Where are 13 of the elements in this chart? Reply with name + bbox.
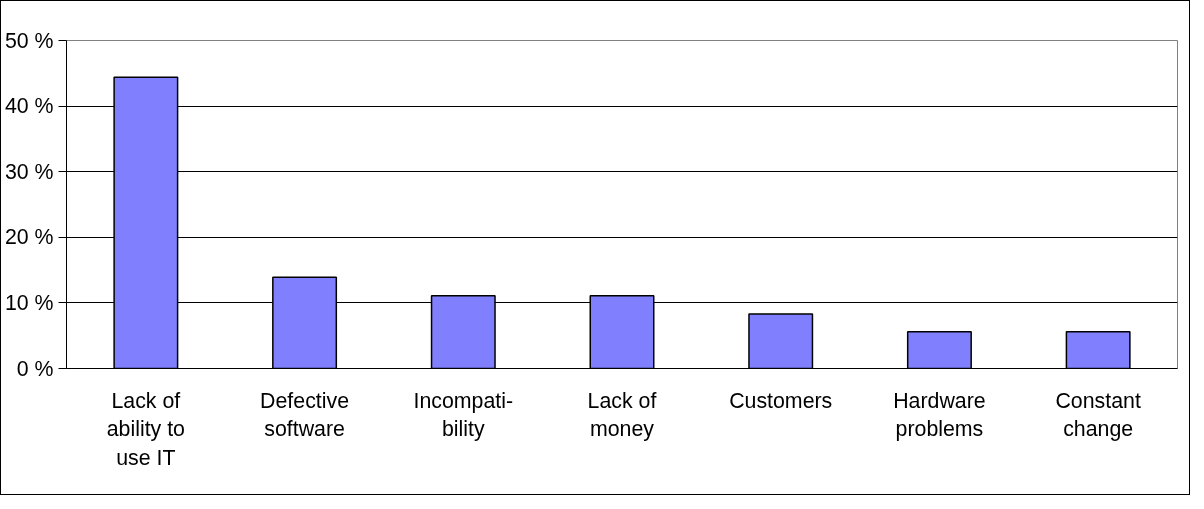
x-tick-label: Constant change	[1055, 388, 1141, 442]
x-tick-label: Defective software	[260, 388, 350, 442]
x-tick-label: Hardware problems	[893, 388, 986, 442]
y-tick-label: 40 %	[4, 94, 54, 119]
y-tick-label: 0 %	[16, 356, 54, 381]
y-tick-label: 30 %	[4, 159, 54, 184]
x-tick-label: Lack of money	[587, 388, 657, 442]
x-tick-label: Lack of ability to use IT	[106, 388, 185, 471]
y-tick-label: 50 %	[4, 28, 54, 53]
x-tick-label: Incompati- bility	[413, 388, 514, 442]
x-tick-label: Customers	[729, 388, 833, 413]
y-tick-label: 10 %	[4, 290, 54, 315]
y-tick-label: 20 %	[4, 225, 54, 250]
